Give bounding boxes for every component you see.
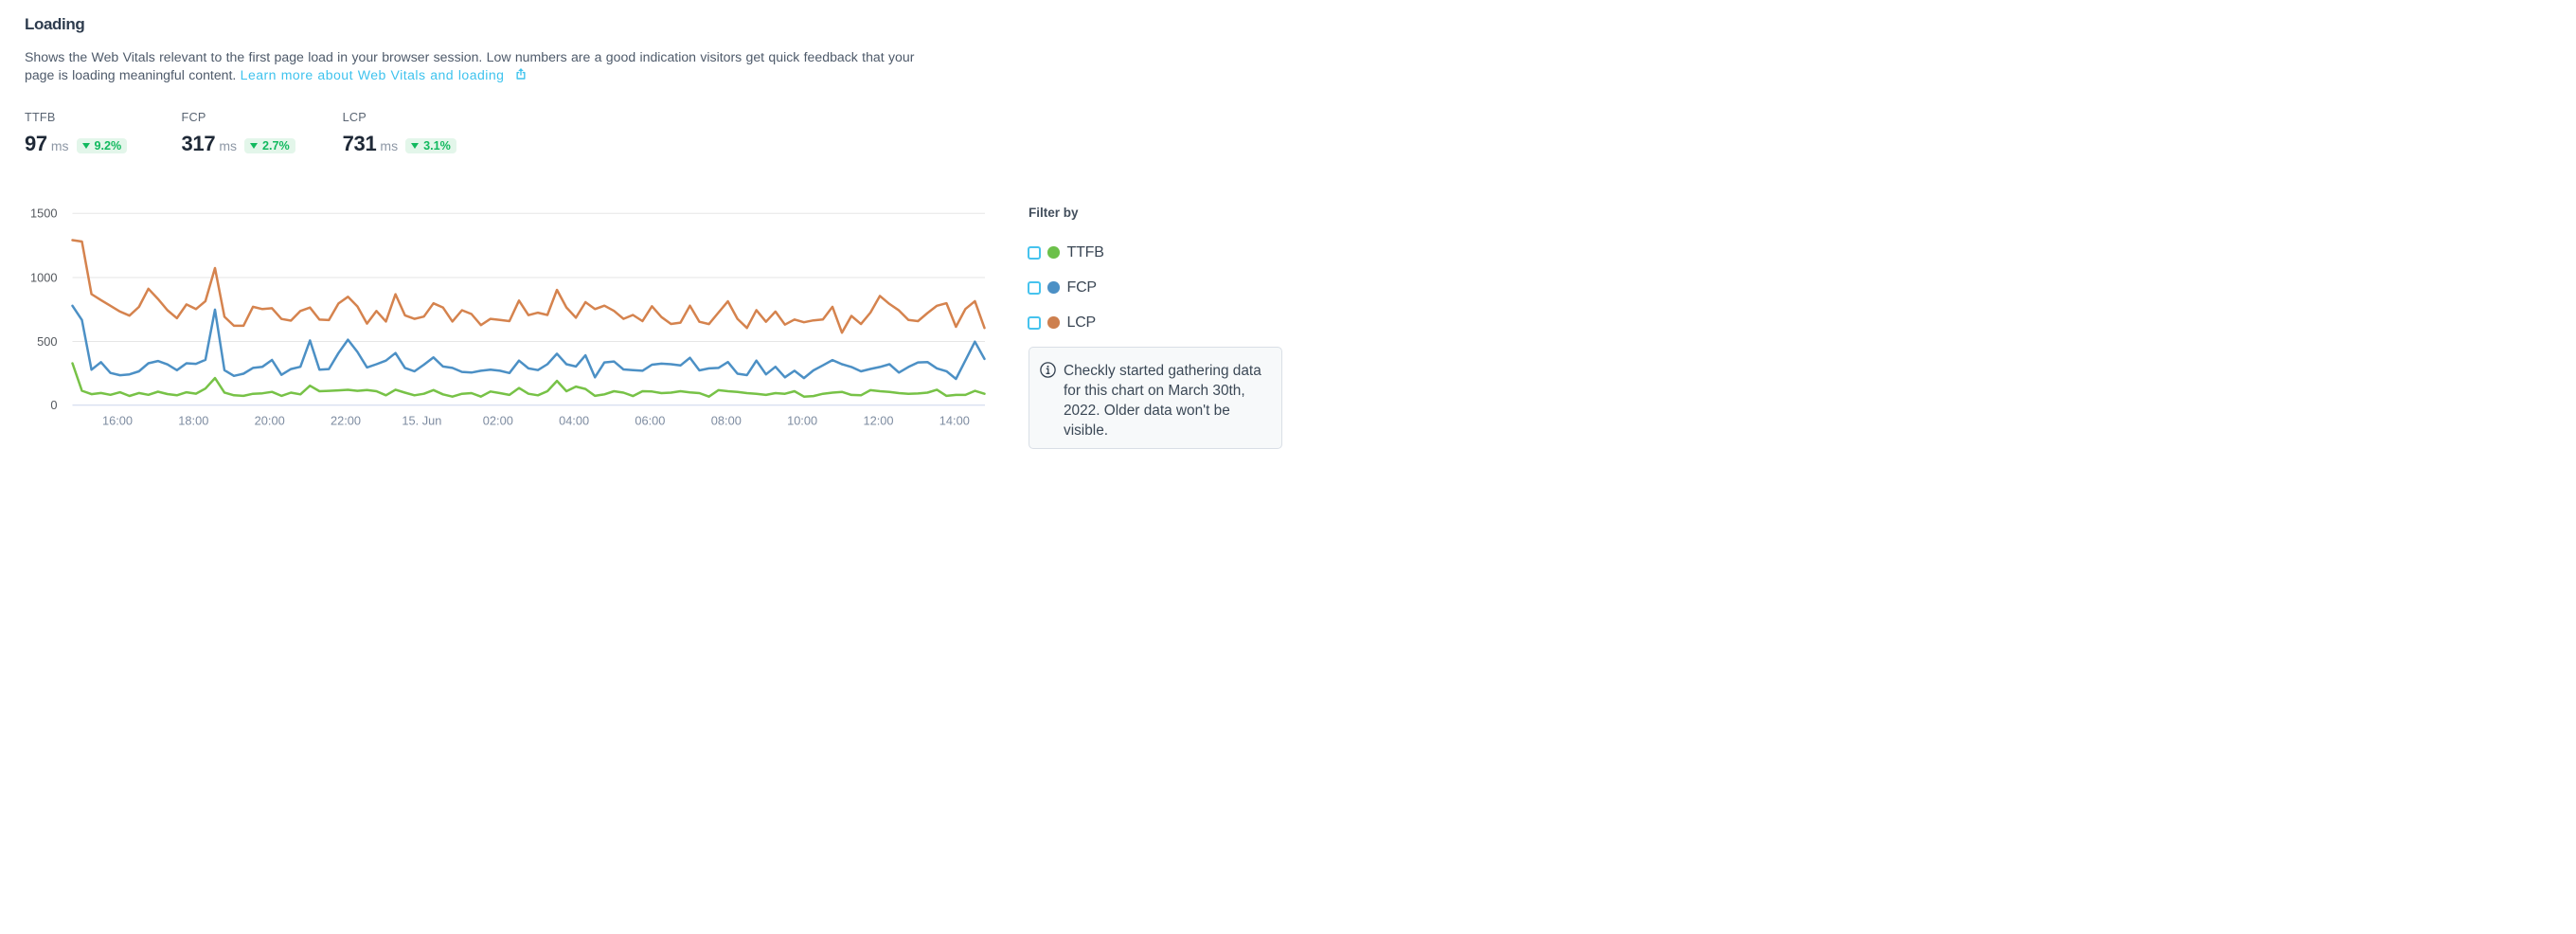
svg-text:16:00: 16:00 — [102, 414, 133, 428]
svg-text:04:00: 04:00 — [559, 414, 589, 428]
svg-text:15. Jun: 15. Jun — [402, 414, 441, 428]
svg-text:500: 500 — [37, 334, 57, 349]
svg-text:08:00: 08:00 — [711, 414, 742, 428]
svg-text:22:00: 22:00 — [331, 414, 361, 428]
svg-text:06:00: 06:00 — [635, 414, 665, 428]
svg-text:20:00: 20:00 — [255, 414, 285, 428]
svg-text:10:00: 10:00 — [787, 414, 817, 428]
svg-text:0: 0 — [50, 398, 57, 412]
svg-text:14:00: 14:00 — [939, 414, 970, 428]
svg-text:18:00: 18:00 — [178, 414, 208, 428]
svg-text:02:00: 02:00 — [483, 414, 513, 428]
svg-text:12:00: 12:00 — [863, 414, 893, 428]
svg-text:1000: 1000 — [30, 270, 57, 284]
svg-text:1500: 1500 — [30, 207, 57, 221]
